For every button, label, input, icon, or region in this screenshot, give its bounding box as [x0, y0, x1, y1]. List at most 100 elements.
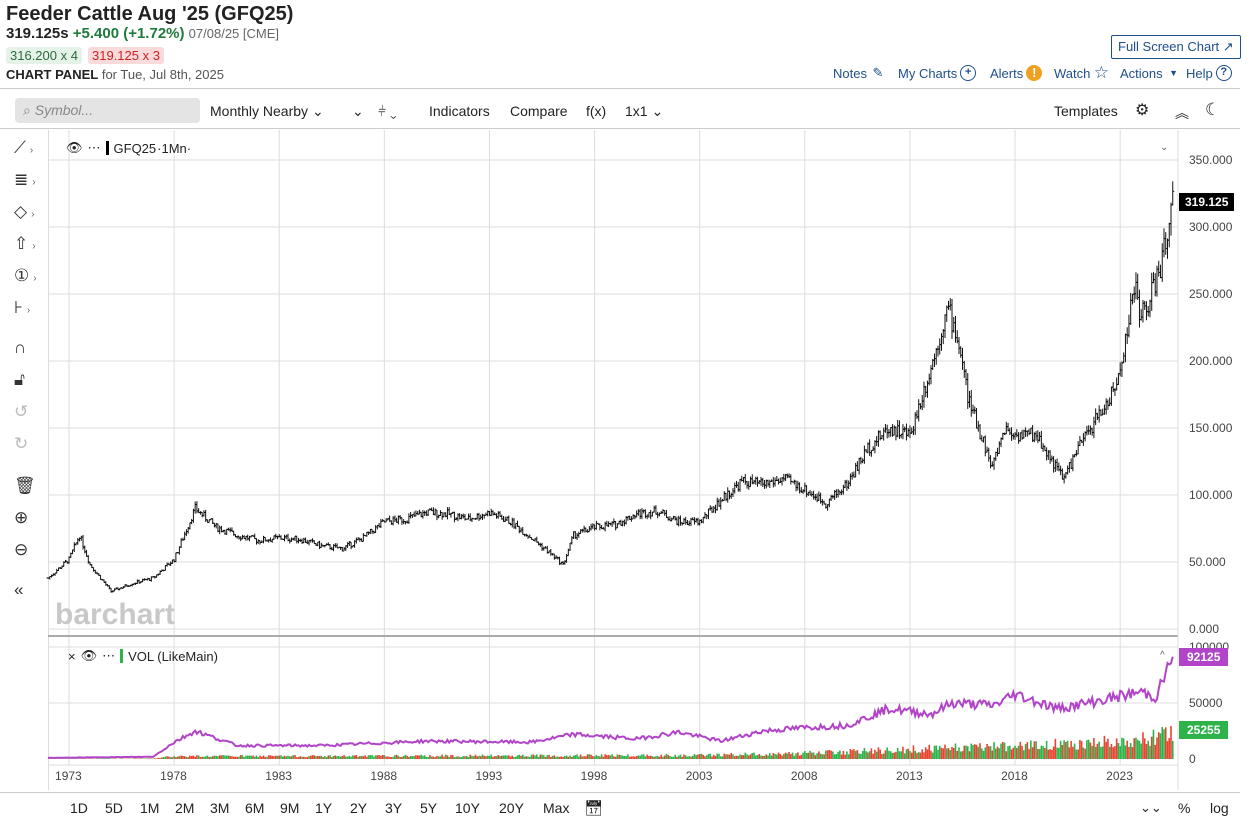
- volume-bar: [416, 755, 419, 759]
- volume-average-badge: 92125: [1179, 648, 1229, 666]
- watch-link[interactable]: Watch ☆: [1054, 64, 1109, 81]
- volume-bar: [464, 756, 466, 759]
- range-button-6m[interactable]: 6M: [245, 800, 265, 816]
- volume-bar: [889, 751, 892, 759]
- full-screen-chart-button[interactable]: Full Screen Chart ↗: [1111, 35, 1241, 59]
- range-button-max[interactable]: Max: [543, 800, 570, 816]
- volume-bar: [1024, 744, 1027, 759]
- period-select[interactable]: Monthly Nearby ⌄: [210, 103, 324, 120]
- layout-select[interactable]: 1x1 ⌄: [625, 103, 663, 120]
- volume-bar: [879, 749, 881, 759]
- volume-bar: [267, 755, 270, 759]
- volume-bar: [1093, 738, 1095, 759]
- eye-icon[interactable]: 👁︎: [80, 648, 98, 663]
- volume-bar: [1157, 732, 1160, 759]
- arrow-tool-icon[interactable]: ⇧ ›: [14, 234, 36, 253]
- magnet-icon[interactable]: ∩: [14, 338, 27, 357]
- volume-bar: [271, 755, 274, 759]
- range-button-1d[interactable]: 1D: [70, 800, 88, 816]
- interval-label: ·1Mn·: [157, 140, 192, 156]
- actions-menu[interactable]: Actions ▼: [1120, 65, 1182, 81]
- help-link[interactable]: Help?: [1186, 65, 1232, 81]
- volume-bar: [966, 746, 969, 759]
- chart-type-chevron[interactable]: ⌄: [352, 103, 364, 120]
- line-tool-icon[interactable]: ⟋ ›: [14, 138, 34, 157]
- eye-icon[interactable]: 👁︎: [66, 140, 83, 155]
- volume-bar: [751, 753, 754, 759]
- volume-bar: [719, 756, 722, 759]
- compare-button[interactable]: Compare: [510, 103, 568, 119]
- zoom-out-icon[interactable]: ⊖: [14, 540, 29, 559]
- scroll-end-icon[interactable]: ⌄⌄: [1140, 800, 1162, 815]
- range-button-2y[interactable]: 2Y: [350, 800, 368, 816]
- more-icon[interactable]: ⋯: [87, 140, 101, 155]
- volume-bar: [472, 756, 475, 759]
- range-button-1y[interactable]: 1Y: [315, 800, 333, 816]
- log-toggle[interactable]: log: [1210, 800, 1229, 816]
- range-button-2m[interactable]: 2M: [175, 800, 195, 816]
- close-icon[interactable]: ×: [68, 648, 76, 664]
- zoom-in-icon[interactable]: ⊕: [14, 508, 29, 527]
- templates-button[interactable]: Templates: [1054, 103, 1118, 119]
- volume-bar: [469, 754, 472, 759]
- search-placeholder: Symbol...: [34, 102, 94, 118]
- alerts-link[interactable]: Alerts!: [990, 65, 1043, 81]
- volume-bar: [1047, 749, 1050, 759]
- volume-bar: [783, 753, 785, 759]
- volume-bar: [316, 756, 319, 759]
- symbol-search-input[interactable]: ⌕ Symbol...: [15, 98, 200, 123]
- indicators-button[interactable]: Indicators: [429, 103, 490, 119]
- collapse-icon[interactable]: ︽: [1175, 105, 1189, 121]
- volume-bar: [970, 743, 973, 759]
- range-button-1m[interactable]: 1M: [140, 800, 160, 816]
- unlock-icon[interactable]: 🔓︎: [14, 370, 26, 389]
- range-button-20y[interactable]: 20Y: [499, 800, 524, 816]
- volume-bar: [726, 754, 729, 759]
- more-icon[interactable]: ⋯: [102, 648, 116, 663]
- measure-tool-icon[interactable]: ⊦ ›: [14, 298, 31, 317]
- volume-bar: [1121, 737, 1123, 759]
- collapse-toolbar-icon[interactable]: «: [14, 580, 24, 599]
- volume-bar: [453, 757, 456, 759]
- volume-bar: [352, 755, 354, 759]
- redo-icon[interactable]: ↻: [14, 434, 29, 453]
- range-button-5y[interactable]: 5Y: [420, 800, 438, 816]
- volume-bar: [190, 756, 193, 759]
- volume-bar: [359, 756, 361, 759]
- notes-link[interactable]: Notes ✎: [833, 65, 886, 81]
- chart-toolbar: ⌕ Symbol... Monthly Nearby ⌄ ⌄ ⫩ ⌄ Indic…: [0, 96, 1240, 126]
- volume-bar: [292, 755, 295, 759]
- volume-bar: [1136, 739, 1139, 759]
- range-button-10y[interactable]: 10Y: [455, 800, 480, 816]
- fx-button[interactable]: f(x): [586, 103, 607, 119]
- volume-bar: [968, 751, 971, 759]
- shape-tool-icon[interactable]: ◇ ›: [14, 202, 35, 221]
- volume-bar: [1131, 747, 1134, 759]
- trash-icon[interactable]: 🗑︎: [14, 476, 36, 495]
- undo-icon[interactable]: ↺: [14, 402, 29, 421]
- chevron-up-icon[interactable]: ^: [1160, 650, 1165, 661]
- chevron-down-icon[interactable]: ⌄: [1160, 142, 1169, 153]
- range-button-3y[interactable]: 3Y: [385, 800, 403, 816]
- volume-bar: [334, 755, 337, 759]
- volume-bar: [662, 756, 664, 759]
- range-button-3m[interactable]: 3M: [210, 800, 230, 816]
- fibonacci-tool-icon[interactable]: ≣ ›: [14, 170, 36, 189]
- volume-bar: [826, 750, 829, 759]
- volume-bar: [1115, 738, 1118, 759]
- range-button-5d[interactable]: 5D: [105, 800, 123, 816]
- annotation-tool-icon[interactable]: ① ›: [14, 266, 37, 285]
- calendar-icon[interactable]: 📅︎: [584, 800, 604, 817]
- settings-gear-icon[interactable]: ⚙: [1135, 102, 1150, 119]
- percent-toggle[interactable]: %: [1178, 800, 1191, 816]
- volume-bar: [490, 754, 493, 759]
- volume-bar: [406, 755, 408, 759]
- volume-bar: [325, 757, 328, 759]
- my-charts-link[interactable]: My Charts +: [898, 65, 977, 81]
- volume-bar: [413, 756, 415, 759]
- range-button-9m[interactable]: 9M: [280, 800, 300, 816]
- volume-bar: [998, 748, 1001, 759]
- bar-type-select[interactable]: ⫩ ⌄: [378, 103, 397, 120]
- dark-mode-moon-icon[interactable]: ☾: [1205, 100, 1221, 119]
